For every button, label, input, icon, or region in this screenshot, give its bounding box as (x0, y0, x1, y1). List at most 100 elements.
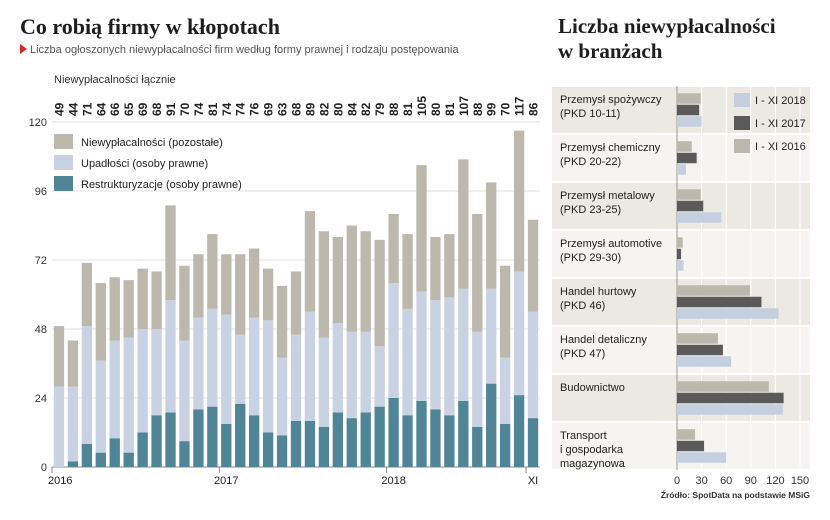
category-label: (PKD 46) (560, 300, 605, 312)
total-value-label: 79 (373, 102, 387, 116)
bar-segment (95, 283, 106, 361)
legend-swatch (54, 155, 73, 170)
total-value-label: 65 (122, 102, 136, 116)
hbar (677, 237, 683, 248)
legend-swatch (734, 93, 750, 107)
hbar (677, 285, 750, 296)
bar-segment (67, 386, 79, 462)
bar-segment (235, 334, 246, 404)
bar-segment (430, 409, 441, 467)
bar-segment (81, 262, 93, 327)
bar-segment (486, 383, 497, 467)
total-value-label: 84 (345, 102, 359, 116)
bar-segment (346, 418, 357, 467)
bar-segment (332, 237, 343, 324)
bar-segment (165, 300, 176, 413)
bar-segment (179, 340, 190, 442)
bar-segment (499, 423, 511, 467)
y-tick-label: 24 (35, 393, 47, 405)
total-value-label: 63 (276, 102, 290, 116)
total-value-label: 99 (485, 102, 499, 116)
hbar (677, 296, 762, 308)
bar-segment (235, 254, 246, 335)
y-tick-label: 72 (35, 255, 47, 267)
hbar (677, 152, 697, 164)
bar-segment (304, 421, 316, 467)
total-value-label: 74 (220, 102, 234, 116)
total-value-label: 66 (108, 102, 122, 116)
category-label: (PKD 20-22) (560, 156, 621, 168)
right-title-line2: w branżach (558, 39, 663, 63)
hbar (677, 392, 784, 404)
bar-segment (67, 461, 79, 467)
bar-segment (472, 214, 483, 332)
hbar (677, 248, 682, 260)
legend-label: Restrukturyzacje (osoby prawne) (81, 179, 242, 191)
total-value-label: 81 (206, 102, 220, 116)
total-value-label: 69 (136, 102, 150, 116)
bar-segment (332, 323, 343, 413)
bar-segment (472, 331, 483, 427)
bar-segment (235, 403, 246, 467)
legend-label: I - XI 2017 (755, 118, 806, 130)
bar-segment (388, 214, 399, 283)
hbar (677, 404, 783, 415)
total-value-label: 44 (66, 102, 80, 116)
bar-segment (374, 239, 385, 347)
bar-segment (304, 311, 316, 421)
x-tick-label: 2017 (214, 475, 238, 487)
bar-segment (513, 395, 525, 467)
bar-segment (123, 452, 134, 467)
hbar (677, 260, 684, 271)
bar-segment (430, 237, 441, 301)
bar-segment (193, 409, 204, 467)
bar-segment (332, 412, 343, 467)
bar-segment (137, 268, 148, 329)
bar-segment (416, 165, 427, 292)
hbar (677, 308, 779, 319)
bar-segment (360, 331, 371, 413)
bar-segment (290, 334, 302, 421)
bar-segment (402, 234, 413, 309)
bar-segment (374, 346, 385, 407)
total-value-label: 80 (429, 102, 443, 116)
bar-segment (109, 438, 120, 467)
bar-segment (458, 288, 469, 401)
x-tick-label: 90 (745, 475, 757, 487)
bar-segment (151, 271, 162, 329)
bar-segment (193, 317, 204, 410)
category-label: Przemysł chemiczny (560, 142, 661, 154)
bar-segment (444, 415, 455, 467)
total-value-label: 81 (443, 102, 457, 116)
legend-swatch (54, 134, 73, 149)
bar-segment (499, 265, 511, 358)
bar-segment (276, 285, 288, 358)
hbar (677, 93, 701, 104)
bar-segment (374, 406, 385, 467)
category-label: Przemysł metalowy (560, 190, 655, 202)
bar-segment (262, 320, 274, 433)
bar-segment (402, 415, 413, 467)
bar-segment (95, 360, 106, 453)
category-label: i gospodarka (560, 444, 624, 456)
x-tick-label: 30 (695, 475, 707, 487)
x-tick-label: 120 (766, 475, 784, 487)
legend-swatch (734, 139, 750, 153)
legend-label: I - XI 2018 (755, 95, 806, 107)
hbar (677, 212, 722, 223)
bar-segment (430, 300, 441, 410)
total-value-label: 88 (471, 102, 485, 116)
legend-swatch (734, 116, 750, 130)
left-chart-subtitle-wrap: Liczba ogłoszonych niewypłacalności firm… (20, 44, 459, 56)
total-value-label: 74 (192, 102, 206, 116)
total-value-label: 80 (331, 102, 345, 116)
bar-segment (527, 418, 539, 467)
bar-segment (109, 277, 120, 341)
x-tick-label: 2016 (48, 475, 72, 487)
bar-segment (81, 444, 93, 467)
total-value-label: 70 (178, 102, 192, 116)
total-value-label: 117 (513, 96, 527, 116)
bar-segment (53, 326, 65, 387)
bar-segment (165, 412, 176, 467)
legend-label: Niewypłacalności (pozostałe) (81, 137, 223, 149)
